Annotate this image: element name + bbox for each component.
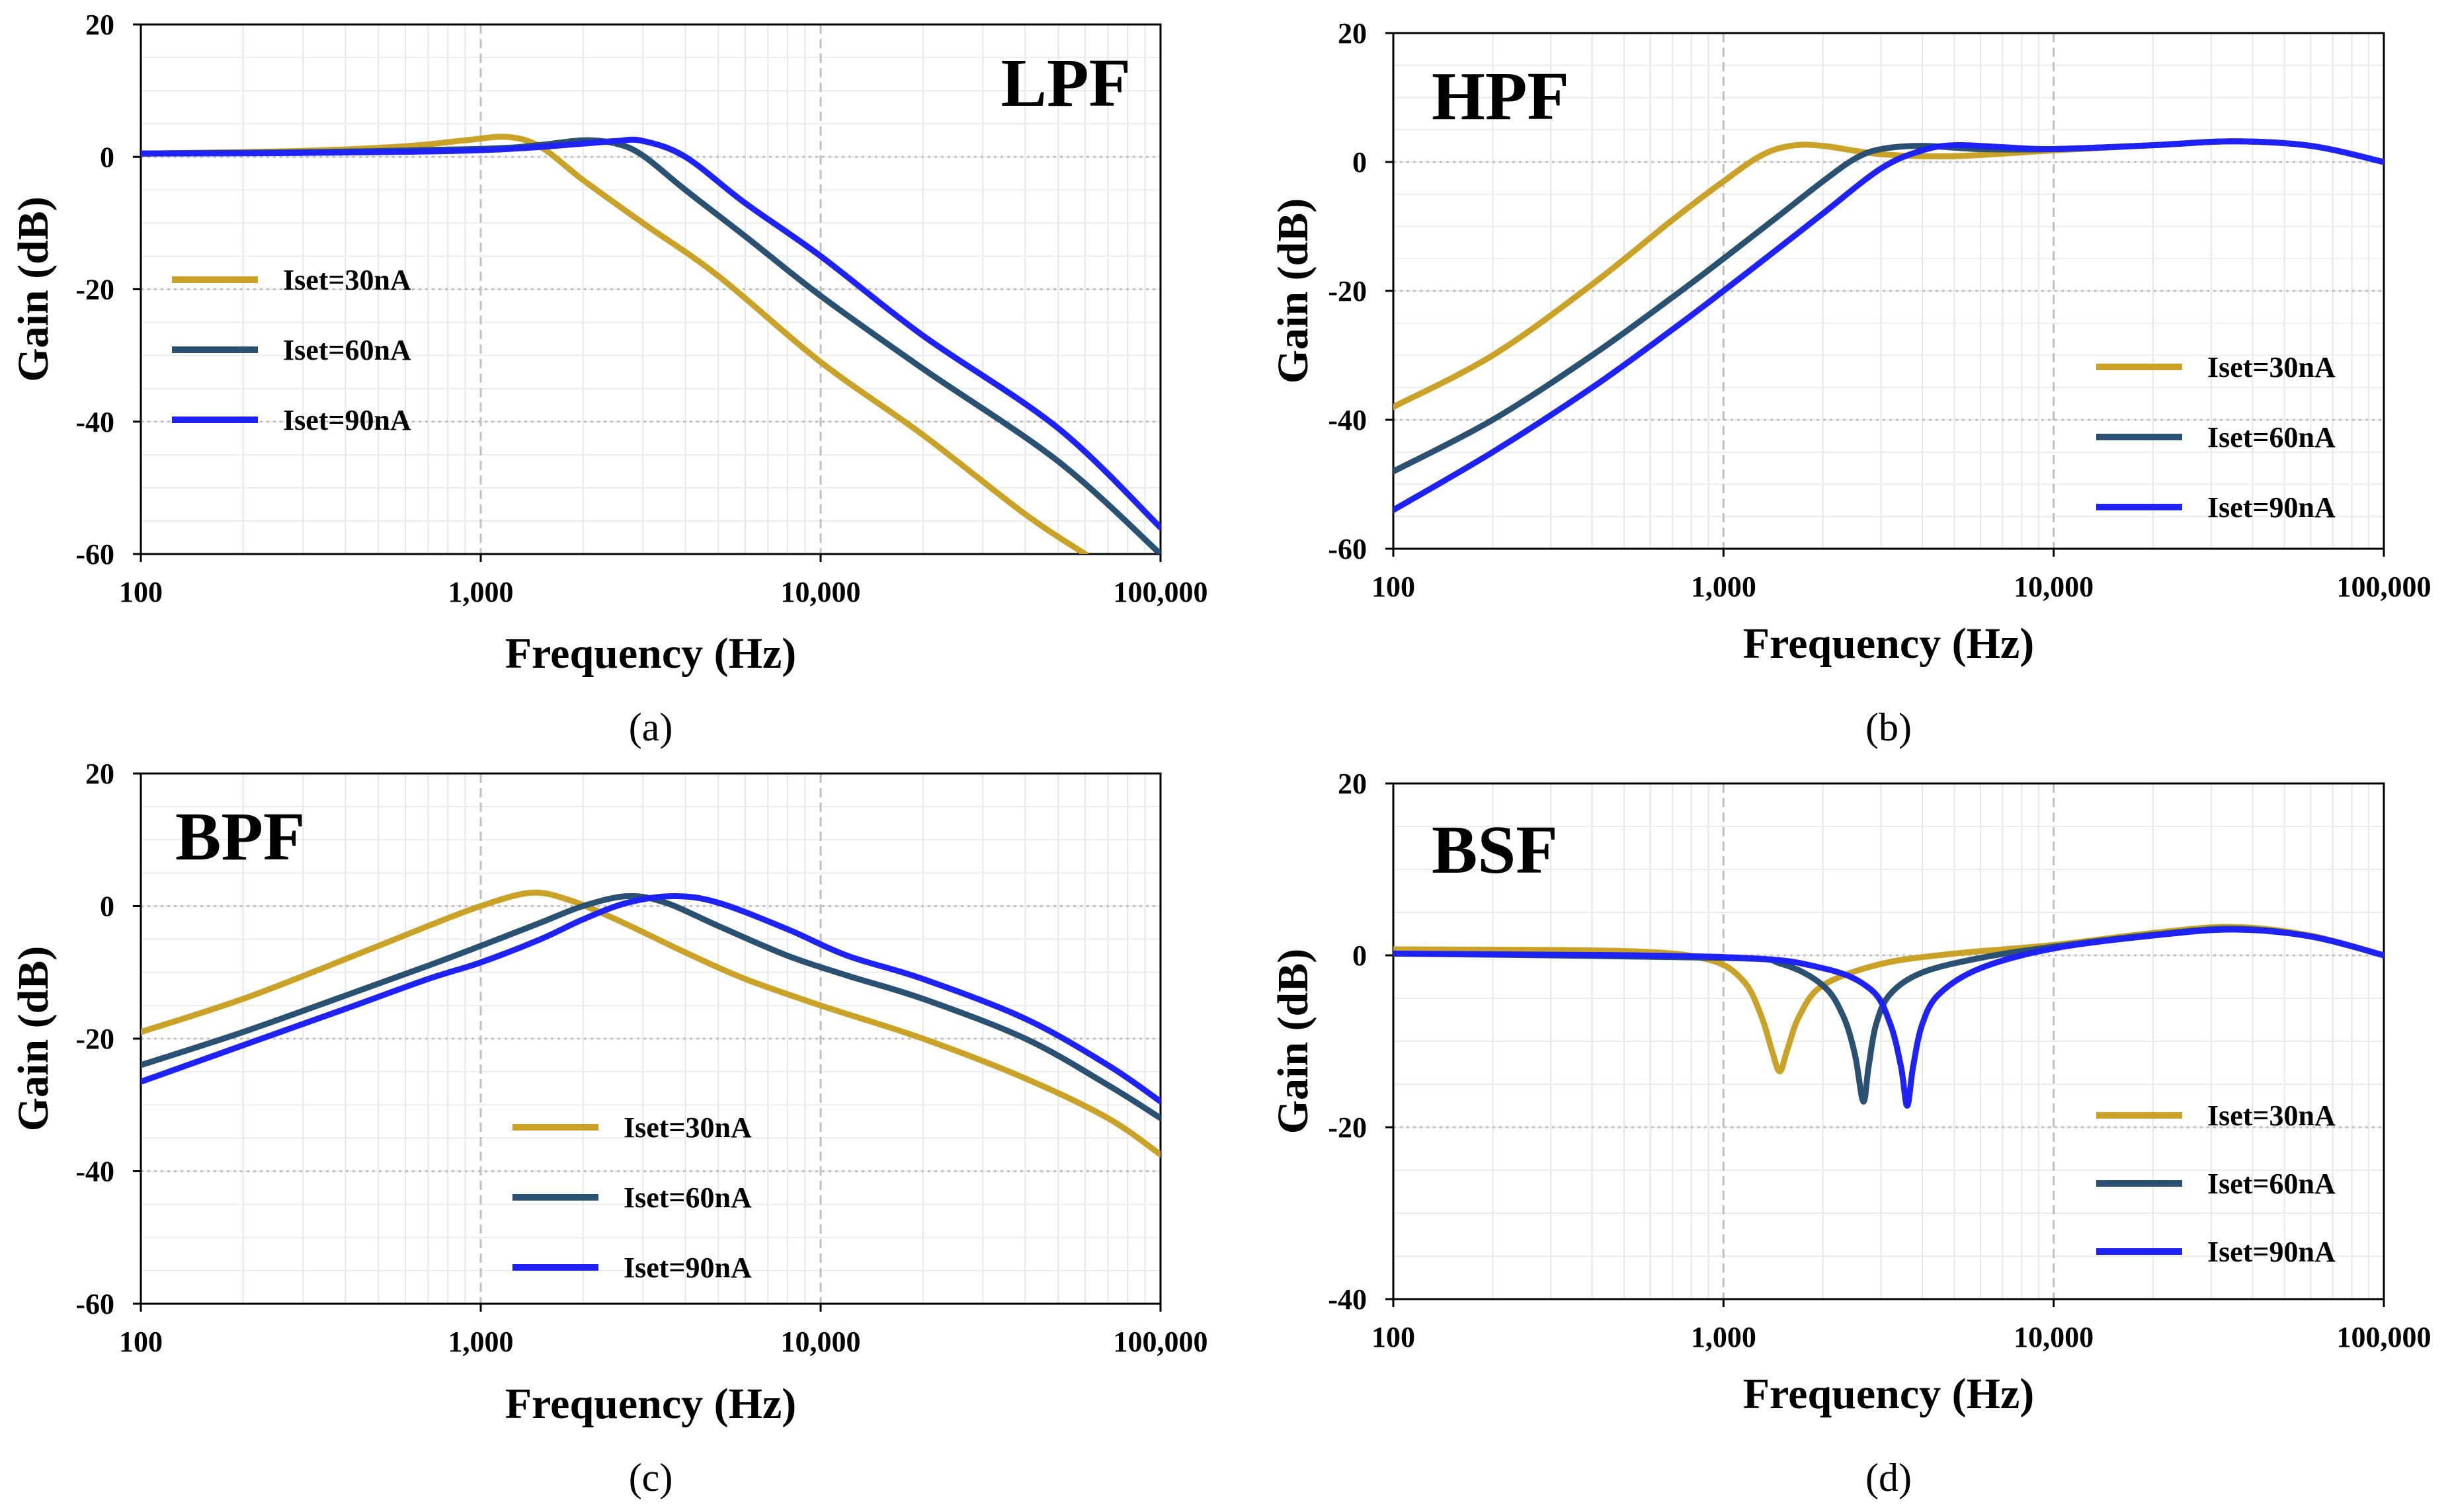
x-axis-label: Frequency (Hz) [505, 1380, 797, 1428]
y-tick-label: -40 [1328, 404, 1367, 436]
legend-label: Iset=60nA [283, 334, 411, 366]
y-tick-label: -40 [75, 406, 114, 438]
series-group [141, 134, 1161, 554]
legend: Iset=30nA Iset=60nA Iset=90nA [2096, 1099, 2336, 1268]
legend: Iset=30nA Iset=60nA Iset=90nA [172, 264, 411, 436]
legend-label: Iset=60nA [2207, 1168, 2336, 1200]
y-axis-label: Gain (dB) [1269, 198, 1317, 384]
legend: Iset=30nA Iset=60nA Iset=90nA [512, 1111, 752, 1284]
y-axis-label: Gain (dB) [9, 946, 58, 1132]
panel-caption: (a) [629, 705, 673, 749]
x-tick-label: 1,000 [448, 1326, 514, 1358]
panel-title: BPF [175, 799, 305, 875]
legend-label: Iset=60nA [624, 1181, 752, 1214]
series-line-1 [141, 134, 1088, 554]
x-tick-label: 1,000 [448, 576, 514, 608]
x-tick-label: 100,000 [1114, 1326, 1208, 1358]
x-tick-label: 100 [1371, 1321, 1415, 1353]
y-tick-label: -60 [75, 1288, 114, 1320]
x-axis-label: Frequency (Hz) [1743, 619, 2035, 668]
legend-label: Iset=90nA [2207, 1236, 2336, 1268]
legend-label: Iset=90nA [2207, 491, 2336, 524]
grid [1393, 783, 2384, 1300]
panel-caption: (d) [1865, 1456, 1912, 1499]
y-tick-label: -20 [75, 274, 114, 306]
y-tick-label: -20 [1328, 1111, 1367, 1144]
y-tick-label: 20 [85, 9, 114, 41]
legend-label: Iset=90nA [283, 404, 411, 436]
y-tick-label: -60 [1328, 533, 1367, 565]
x-tick-label: 100,000 [2337, 1321, 2431, 1353]
legend-label: Iset=90nA [624, 1252, 752, 1284]
x-tick-label: 1,000 [1691, 571, 1756, 603]
x-tick-label: 1,000 [1691, 1321, 1756, 1353]
series-line-3 [141, 893, 1161, 1105]
x-tick-label: 100 [119, 1326, 163, 1358]
y-tick-label: -20 [1328, 275, 1367, 307]
x-tick-label: 10,000 [781, 576, 861, 608]
series-line-3 [1393, 138, 2384, 513]
x-tick-label: 100 [119, 576, 163, 608]
series-line-3 [1393, 926, 2384, 1109]
panel-title: BSF [1432, 812, 1558, 888]
x-tick-label: 10,000 [781, 1326, 861, 1358]
x-tick-label: 100,000 [1114, 576, 1208, 608]
y-axis-label: Gain (dB) [9, 196, 58, 382]
legend-label: Iset=30nA [624, 1111, 752, 1144]
x-axis-label: Frequency (Hz) [1743, 1370, 2035, 1418]
y-tick-label: -40 [1328, 1283, 1367, 1316]
y-tick-label: 20 [1338, 768, 1367, 800]
series-group [1393, 924, 2384, 1109]
x-tick-label: 100 [1371, 571, 1415, 603]
panel-title: LPF [1001, 45, 1131, 121]
y-tick-label: 0 [1352, 146, 1367, 179]
legend-label: Iset=30nA [283, 264, 411, 296]
y-tick-label: 20 [1338, 17, 1367, 50]
x-tick-label: 100,000 [2337, 571, 2431, 603]
y-tick-label: 20 [85, 758, 114, 790]
grid [141, 773, 1161, 1304]
y-tick-label: -60 [75, 538, 114, 571]
series-group [141, 889, 1161, 1158]
x-axis-label: Frequency (Hz) [505, 629, 797, 678]
series-group [1393, 138, 2384, 513]
y-tick-label: -20 [75, 1023, 114, 1055]
series-line-2 [141, 893, 1161, 1121]
series-line-3 [141, 136, 1161, 531]
panel-caption: (c) [629, 1456, 673, 1499]
y-tick-label: 0 [100, 141, 114, 173]
legend-label: Iset=30nA [2207, 1099, 2336, 1132]
y-tick-label: 0 [100, 891, 114, 923]
y-axis-label: Gain (dB) [1269, 949, 1317, 1134]
y-tick-label: 0 [1352, 939, 1367, 972]
legend-label: Iset=60nA [2207, 421, 2336, 454]
series-line-1 [141, 889, 1161, 1158]
panel-caption: (b) [1865, 705, 1912, 749]
legend-label: Iset=30nA [2207, 351, 2336, 383]
x-tick-label: 10,000 [2014, 571, 2094, 603]
panel-title: HPF [1432, 58, 1569, 134]
plot-frame [1392, 782, 2385, 1300]
legend: Iset=30nA Iset=60nA Iset=90nA [2096, 351, 2336, 524]
x-tick-label: 10,000 [2014, 1321, 2094, 1353]
y-tick-label: -40 [75, 1156, 114, 1188]
